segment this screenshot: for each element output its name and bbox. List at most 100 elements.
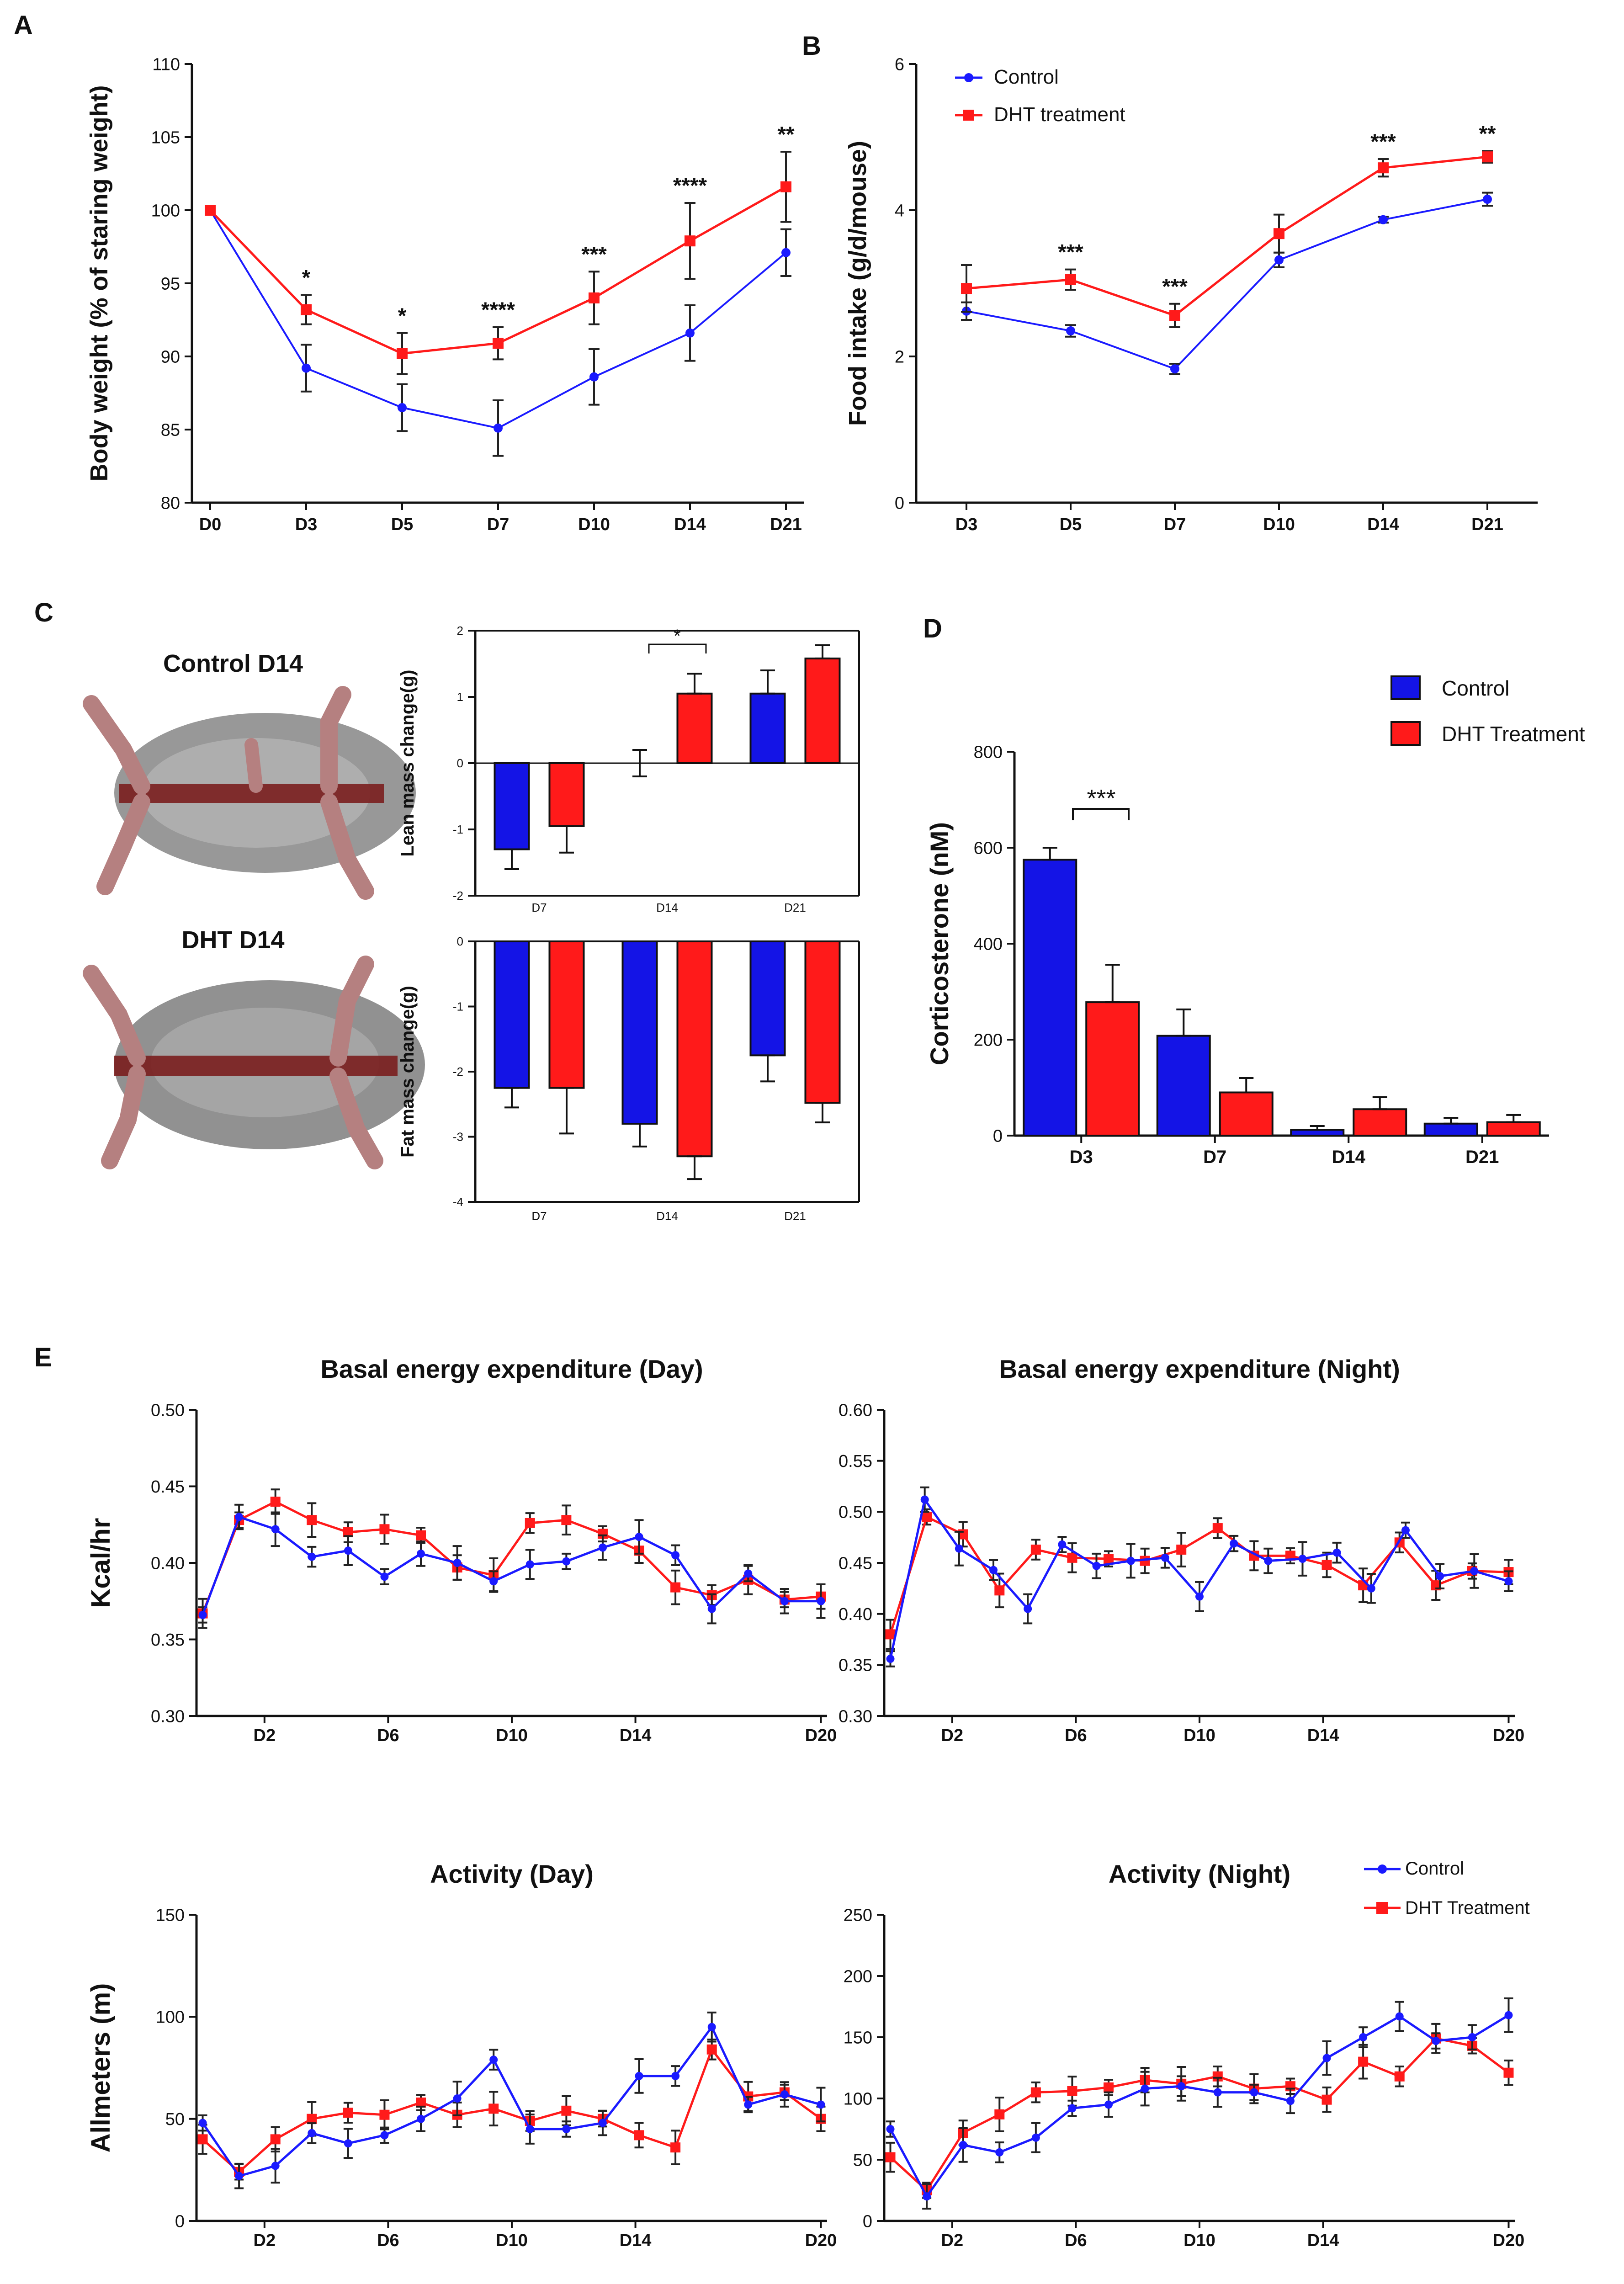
x-tick-label: D2 bbox=[254, 2231, 276, 2250]
data-point-control bbox=[525, 2125, 534, 2133]
data-point-control bbox=[1359, 2033, 1368, 2041]
data-point-control bbox=[955, 1544, 963, 1553]
legend-marker-control bbox=[964, 73, 973, 82]
bar-control bbox=[621, 940, 658, 1125]
x-tick-label: D21 bbox=[784, 901, 806, 914]
data-point-control bbox=[380, 1572, 389, 1581]
data-point-control bbox=[598, 1543, 607, 1552]
data-point-control bbox=[1170, 364, 1179, 374]
mouse-image-control bbox=[83, 686, 416, 900]
significance-marker: *** bbox=[1087, 785, 1115, 812]
data-point-dht bbox=[488, 2103, 499, 2114]
bar-control bbox=[749, 692, 786, 764]
data-point-dht bbox=[994, 2109, 1005, 2119]
bar-dht bbox=[804, 940, 841, 1104]
data-point-dht bbox=[1169, 310, 1180, 321]
x-tick-label: D14 bbox=[1367, 515, 1399, 534]
data-point-control bbox=[886, 1654, 895, 1663]
y-tick-label: 50 bbox=[853, 2151, 872, 2170]
y-tick-label: 0.35 bbox=[151, 1631, 185, 1650]
panel-label-a: A bbox=[14, 11, 33, 40]
data-point-control bbox=[453, 2094, 462, 2103]
y-tick-label: 0 bbox=[863, 2212, 872, 2231]
data-point-control bbox=[1161, 1553, 1169, 1562]
y-tick-label: 100 bbox=[844, 2089, 872, 2109]
x-tick-label: D7 bbox=[487, 515, 509, 534]
data-point-control bbox=[235, 2172, 244, 2180]
y-tick-label: -1 bbox=[453, 1000, 463, 1014]
y-axis-label: Allmeters (m) bbox=[86, 1983, 116, 2153]
x-tick-label: D20 bbox=[805, 2231, 837, 2250]
data-point-control bbox=[1286, 2097, 1295, 2105]
data-point-control bbox=[920, 1495, 929, 1504]
mouse-limb bbox=[83, 695, 150, 795]
y-axis-label: Body weight (% of staring weight) bbox=[85, 85, 113, 482]
data-point-dht bbox=[1030, 1544, 1041, 1555]
data-point-control bbox=[1031, 2133, 1040, 2142]
mouse-limb bbox=[101, 1065, 146, 1169]
chart-title: Basal energy expenditure (Night) bbox=[999, 1354, 1400, 1383]
data-point-control bbox=[302, 363, 311, 373]
data-point-dht bbox=[416, 2097, 426, 2108]
x-tick-label: D2 bbox=[941, 1726, 964, 1745]
data-point-dht bbox=[379, 1524, 390, 1535]
mouse-limb bbox=[320, 793, 374, 900]
series-line-control bbox=[889, 2014, 1509, 2199]
data-point-dht bbox=[670, 1582, 681, 1593]
data-point-dht bbox=[1212, 2071, 1223, 2082]
y-axis-label: Kcal/hr bbox=[86, 1518, 116, 1608]
data-point-dht bbox=[270, 1497, 281, 1507]
data-point-control bbox=[1395, 2012, 1404, 2021]
x-tick-label: D14 bbox=[656, 1209, 678, 1223]
data-point-dht bbox=[197, 2134, 208, 2145]
y-tick-label: 95 bbox=[161, 274, 180, 293]
data-point-control bbox=[1379, 215, 1388, 224]
y-tick-label: -2 bbox=[453, 889, 463, 903]
data-point-control bbox=[781, 248, 791, 257]
y-tick-label: 0.50 bbox=[151, 1401, 185, 1420]
series-line-control bbox=[202, 2024, 822, 2178]
bar-dht bbox=[548, 762, 585, 827]
mouse-limb bbox=[329, 1068, 383, 1169]
data-point-control bbox=[1432, 2037, 1440, 2045]
x-tick-label: D14 bbox=[674, 515, 706, 534]
data-point-dht bbox=[885, 2152, 896, 2162]
significance-marker: *** bbox=[581, 242, 607, 266]
significance-marker: **** bbox=[673, 174, 707, 198]
x-tick-label: D20 bbox=[1493, 1726, 1525, 1745]
y-tick-label: 200 bbox=[974, 1030, 1003, 1050]
y-tick-label: 100 bbox=[156, 2008, 185, 2027]
y-tick-label: 4 bbox=[895, 201, 904, 220]
data-point-control bbox=[1141, 2084, 1149, 2093]
data-point-control bbox=[1436, 1572, 1444, 1581]
data-point-dht bbox=[397, 348, 408, 359]
mouse-limb bbox=[244, 738, 263, 793]
data-point-control bbox=[1367, 1584, 1375, 1593]
legend-label-control: Control bbox=[1405, 1859, 1464, 1879]
data-point-control bbox=[598, 2119, 607, 2127]
data-point-control bbox=[1066, 326, 1075, 335]
data-point-dht bbox=[343, 2108, 353, 2118]
legend-label-control: Control bbox=[1442, 676, 1509, 700]
data-point-control bbox=[1068, 2104, 1077, 2113]
significance-marker: *** bbox=[1370, 130, 1396, 154]
data-point-dht bbox=[780, 181, 791, 192]
y-tick-label: 0.40 bbox=[151, 1554, 185, 1573]
data-point-control bbox=[780, 1597, 789, 1605]
y-tick-label: 0 bbox=[993, 1126, 1003, 1146]
data-point-dht bbox=[1104, 1554, 1114, 1564]
data-point-dht bbox=[597, 1529, 608, 1539]
x-tick-label: D0 bbox=[199, 515, 222, 534]
data-point-dht bbox=[1482, 151, 1493, 163]
bar-control bbox=[1023, 859, 1077, 1137]
data-point-control bbox=[959, 2141, 967, 2149]
data-point-control bbox=[1504, 2011, 1513, 2019]
data-point-control bbox=[635, 2072, 643, 2080]
data-point-control bbox=[562, 2125, 571, 2133]
data-point-dht bbox=[1212, 1523, 1223, 1534]
legend-label-dht: DHT treatment bbox=[994, 103, 1125, 126]
x-tick-label: D10 bbox=[496, 2231, 528, 2250]
series-line-control bbox=[889, 1497, 1509, 1659]
y-tick-label: 0 bbox=[457, 756, 463, 770]
